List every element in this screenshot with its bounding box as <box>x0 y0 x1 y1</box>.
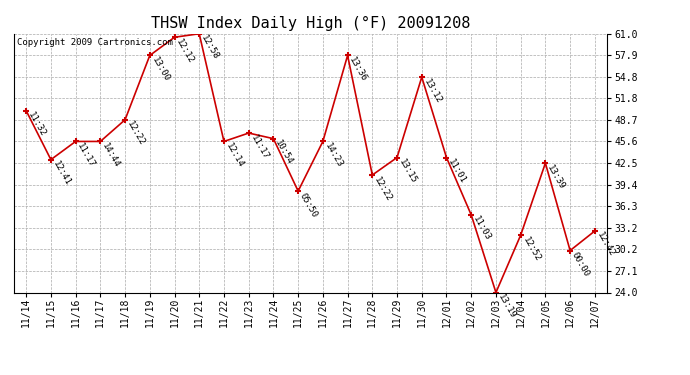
Text: 12:22: 12:22 <box>373 175 393 203</box>
Text: 00:00: 00:00 <box>570 251 591 278</box>
Text: 13:39: 13:39 <box>545 163 566 191</box>
Text: 13:19: 13:19 <box>496 292 518 320</box>
Text: 13:15: 13:15 <box>397 158 418 185</box>
Text: 14:44: 14:44 <box>100 141 121 169</box>
Text: 12:58: 12:58 <box>199 34 221 62</box>
Text: 10:54: 10:54 <box>273 139 295 166</box>
Text: 11:17: 11:17 <box>248 133 270 161</box>
Text: 11:03: 11:03 <box>471 215 493 243</box>
Text: 11:32: 11:32 <box>26 111 48 138</box>
Text: 12:42: 12:42 <box>595 231 616 259</box>
Text: 05:50: 05:50 <box>298 191 319 219</box>
Text: 12:14: 12:14 <box>224 141 245 169</box>
Text: 14:23: 14:23 <box>323 141 344 169</box>
Text: 13:00: 13:00 <box>150 56 171 83</box>
Text: 11:17: 11:17 <box>76 141 97 169</box>
Text: 13:12: 13:12 <box>422 77 443 105</box>
Text: 13:36: 13:36 <box>348 56 369 83</box>
Text: 12:52: 12:52 <box>521 235 542 263</box>
Text: Copyright 2009 Cartronics.com: Copyright 2009 Cartronics.com <box>17 38 172 46</box>
Text: 12:41: 12:41 <box>51 160 72 188</box>
Text: 11:01: 11:01 <box>446 158 468 185</box>
Title: THSW Index Daily High (°F) 20091208: THSW Index Daily High (°F) 20091208 <box>151 16 470 31</box>
Text: 12:12: 12:12 <box>175 37 196 65</box>
Text: 12:22: 12:22 <box>125 120 146 147</box>
